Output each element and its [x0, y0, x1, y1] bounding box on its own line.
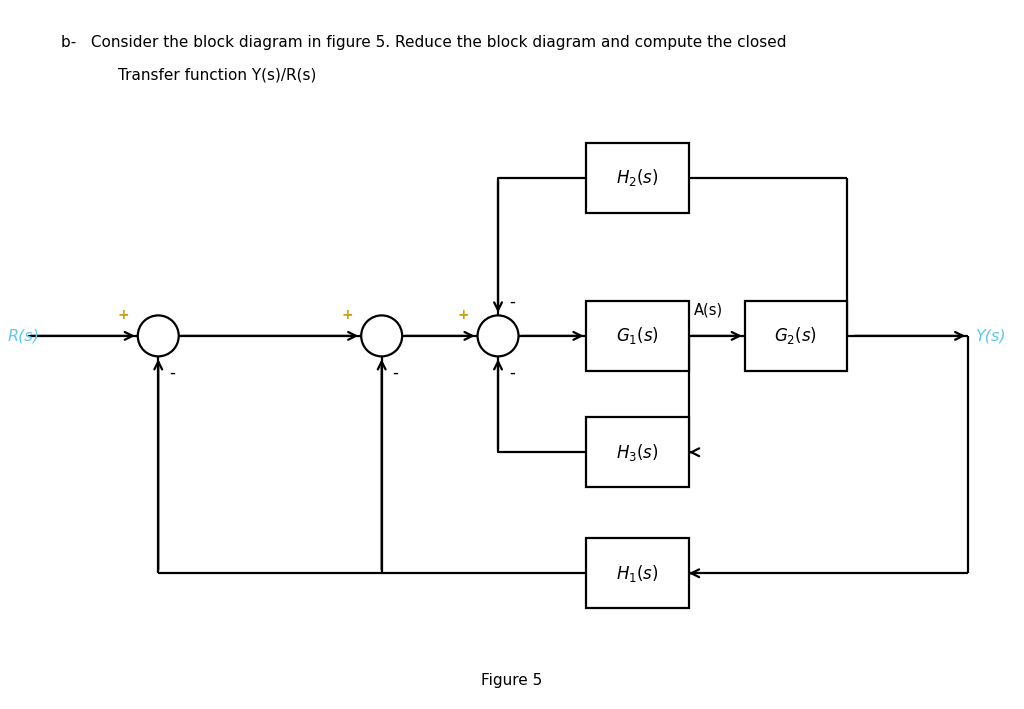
- Text: b-   Consider the block diagram in figure 5. Reduce the block diagram and comput: b- Consider the block diagram in figure …: [61, 35, 786, 50]
- Text: Y(s): Y(s): [976, 328, 1007, 343]
- Text: $G_1(s)$: $G_1(s)$: [616, 325, 659, 347]
- Circle shape: [138, 316, 179, 357]
- Text: R(s): R(s): [7, 328, 40, 343]
- Text: A(s): A(s): [693, 302, 723, 317]
- Circle shape: [477, 316, 518, 357]
- Text: -: -: [509, 364, 515, 382]
- FancyBboxPatch shape: [744, 301, 847, 371]
- Text: $G_2(s)$: $G_2(s)$: [774, 325, 817, 347]
- Text: $H_1(s)$: $H_1(s)$: [616, 563, 659, 584]
- Text: Transfer function Y(s)/R(s): Transfer function Y(s)/R(s): [118, 67, 316, 82]
- Text: $H_3(s)$: $H_3(s)$: [616, 442, 659, 463]
- Text: -: -: [509, 292, 515, 311]
- Text: Figure 5: Figure 5: [481, 673, 543, 688]
- Text: +: +: [341, 308, 353, 323]
- Text: -: -: [392, 364, 398, 382]
- Text: $H_2(s)$: $H_2(s)$: [616, 167, 659, 188]
- FancyBboxPatch shape: [587, 301, 689, 371]
- FancyBboxPatch shape: [587, 538, 689, 608]
- Text: +: +: [458, 308, 469, 323]
- Text: -: -: [169, 364, 175, 382]
- FancyBboxPatch shape: [587, 418, 689, 487]
- Text: +: +: [118, 308, 130, 323]
- Circle shape: [361, 316, 402, 357]
- FancyBboxPatch shape: [587, 143, 689, 213]
